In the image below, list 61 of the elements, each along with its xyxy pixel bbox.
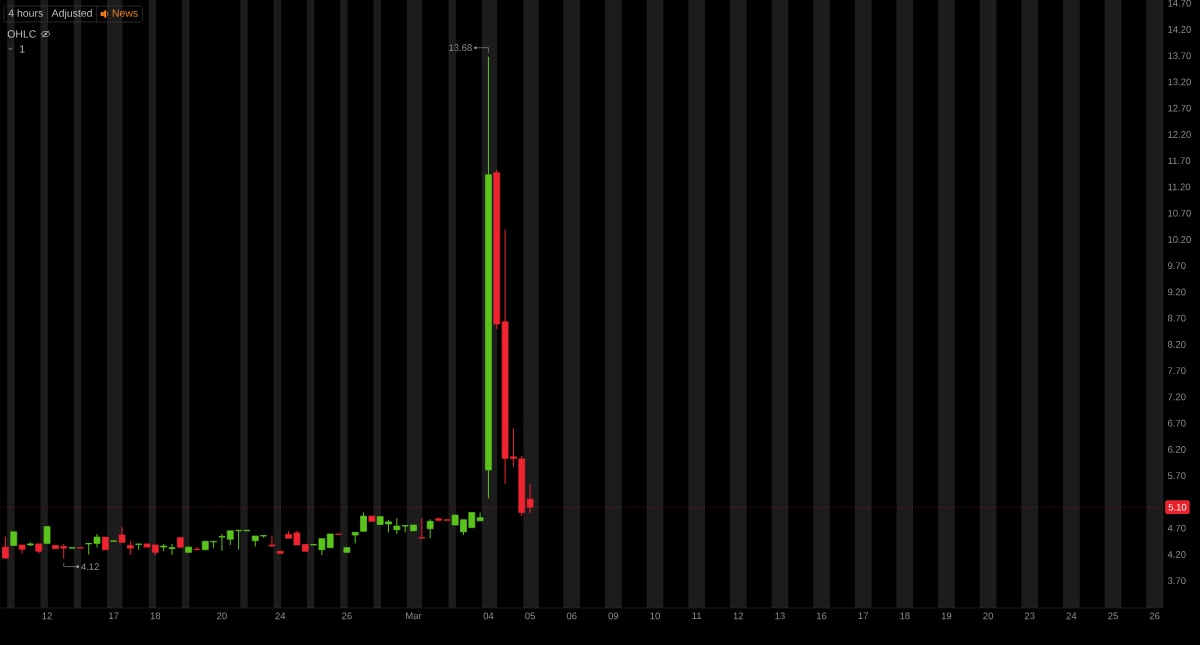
y-tick-label: 7.20 (1168, 393, 1186, 401)
candlestick (2, 536, 9, 559)
annotation: 4 hours (8, 9, 43, 17)
x-tick-label: 18 (150, 612, 161, 620)
x-tick-label: 13 (775, 612, 785, 620)
x-tick-label: 19 (941, 612, 952, 620)
x-tick-label: 04 (483, 612, 494, 620)
y-tick-label: 3.70 (1167, 577, 1186, 585)
x-tick-label: 20 (983, 612, 994, 620)
x-tick-label: 12 (733, 612, 744, 620)
x-tick-label: 20 (217, 612, 227, 620)
x-tick-label: 26 (342, 612, 352, 620)
y-tick-label: 7.70 (1168, 367, 1186, 375)
y-tick-label: 9.20 (1167, 288, 1186, 296)
x-tick-label: 24 (275, 612, 286, 620)
x-tick-label: 12 (42, 612, 52, 620)
candlestick (360, 511, 367, 532)
ref-line-label: 5.10 (1168, 503, 1187, 511)
y-tick-label: 10.20 (1168, 236, 1191, 243)
y-tick-label: 8.70 (1167, 314, 1186, 322)
y-tick-label: 4.20 (1167, 551, 1186, 558)
x-tick-label: 10 (650, 612, 660, 620)
y-tick-label: 6.70 (1168, 419, 1186, 427)
annotation: 13.68 (449, 44, 472, 52)
y-tick-label: 12.20 (1168, 131, 1191, 138)
candlestick (418, 517, 426, 539)
x-tick-label: 18 (900, 612, 910, 620)
y-tick-label: 5.70 (1167, 472, 1186, 480)
candlestick (268, 535, 276, 548)
y-tick-label: 13.70 (1168, 52, 1191, 60)
annotation: OHLC (7, 30, 36, 38)
y-tick-label: 10.70 (1168, 209, 1191, 217)
x-tick-label: 06 (566, 612, 577, 620)
y-tick-label: 14.70 (1168, 0, 1191, 7)
x-tick-label: 05 (525, 612, 535, 620)
y-tick-label: 13.20 (1168, 78, 1191, 86)
annotation: News (112, 9, 138, 17)
annotation: 1 (20, 45, 25, 53)
candlestick (118, 526, 126, 543)
x-tick-label: 24 (1066, 612, 1077, 620)
x-tick-label: 11 (692, 612, 702, 620)
x-tick-label: 17 (109, 612, 119, 620)
y-tick-label: 6.20 (1168, 446, 1186, 453)
x-tick-label: Mar (406, 612, 422, 620)
y-tick-label: 8.20 (1167, 341, 1186, 348)
y-tick-label: 12.70 (1168, 104, 1191, 112)
candlestick (193, 546, 201, 551)
annotation: 4.12 (81, 563, 99, 570)
candlestick (426, 518, 434, 539)
x-tick-label: 26 (1149, 612, 1160, 620)
y-tick-label: 14.20 (1168, 26, 1191, 33)
annotation: Adjusted (51, 9, 92, 19)
y-tick-label: 4.70 (1167, 524, 1186, 532)
x-tick-label: 16 (816, 612, 827, 620)
x-tick-label: 25 (1108, 612, 1118, 620)
x-tick-label: 23 (1024, 612, 1035, 620)
x-tick-label: 09 (608, 612, 619, 620)
y-tick-label: 9.70 (1167, 262, 1186, 270)
y-tick-label: 11.20 (1168, 183, 1191, 191)
x-tick-label: 17 (858, 612, 869, 620)
y-tick-label: 11.70 (1168, 157, 1191, 165)
